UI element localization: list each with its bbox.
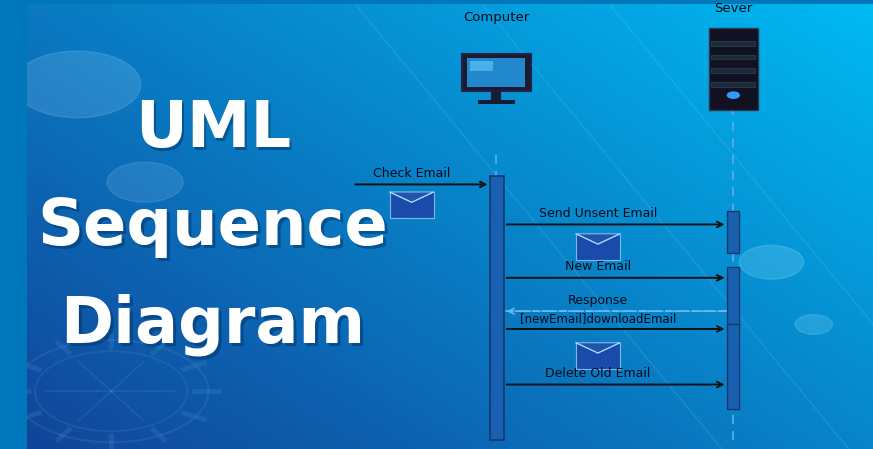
Text: Diagram: Diagram [63, 297, 368, 359]
Bar [491, 176, 504, 440]
Text: Computer: Computer [464, 11, 529, 24]
Circle shape [107, 162, 183, 202]
Bar [711, 54, 755, 59]
Bar [467, 57, 526, 87]
Circle shape [795, 315, 832, 335]
Bar [727, 211, 739, 253]
Bar [491, 91, 501, 100]
Text: Sever: Sever [714, 3, 753, 15]
Circle shape [739, 245, 803, 279]
Text: Diagram: Diagram [60, 293, 365, 356]
Bar [727, 325, 739, 409]
Bar [711, 83, 755, 87]
Bar [727, 267, 739, 329]
Text: UML: UML [134, 98, 291, 160]
Text: Response: Response [567, 294, 628, 307]
Circle shape [727, 92, 739, 98]
Bar [462, 54, 531, 91]
Bar [576, 343, 620, 369]
Polygon shape [389, 192, 434, 202]
Text: Sequence: Sequence [38, 196, 388, 258]
Bar [576, 234, 620, 260]
Bar [709, 28, 758, 110]
Bar [470, 62, 493, 71]
Polygon shape [576, 234, 620, 244]
Polygon shape [576, 343, 620, 353]
Text: Check Email: Check Email [373, 167, 450, 180]
Circle shape [14, 51, 141, 118]
Text: Delete Old Email: Delete Old Email [546, 367, 650, 380]
Bar [389, 192, 434, 218]
Bar [711, 69, 755, 73]
Bar [478, 100, 515, 105]
Text: Sequence: Sequence [40, 199, 390, 261]
Bar [711, 41, 755, 46]
Text: UML: UML [137, 101, 293, 163]
Text: [newEmail]downloadEmail: [newEmail]downloadEmail [519, 313, 676, 326]
Text: New Email: New Email [565, 260, 631, 273]
Text: Send Unsent Email: Send Unsent Email [539, 207, 657, 220]
